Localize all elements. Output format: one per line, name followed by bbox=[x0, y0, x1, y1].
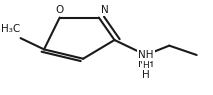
Text: O: O bbox=[56, 5, 64, 15]
Text: N: N bbox=[101, 5, 109, 15]
Text: H: H bbox=[142, 61, 149, 70]
Text: NH: NH bbox=[138, 50, 154, 60]
Text: NH
H: NH H bbox=[138, 59, 154, 80]
Text: H₃C: H₃C bbox=[1, 24, 21, 34]
Text: O: O bbox=[56, 5, 64, 15]
Text: N: N bbox=[103, 5, 111, 15]
